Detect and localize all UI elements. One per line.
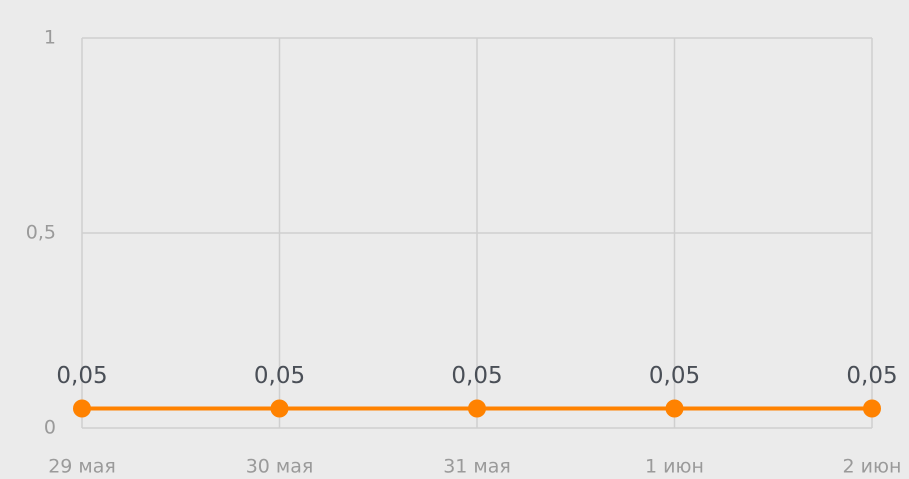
data-label: 0,05 (254, 363, 305, 389)
point (270, 399, 289, 418)
x-tick-label: 2 июн (843, 456, 902, 478)
x-tick-label: 31 мая (443, 456, 511, 478)
point (468, 399, 486, 418)
y-tick-label: 1 (44, 27, 56, 49)
data-label: 0,05 (846, 363, 897, 389)
x-tick-label: 30 мая (246, 456, 314, 478)
x-tick-label: 1 июн (645, 456, 704, 478)
point (73, 399, 91, 418)
point (665, 399, 684, 418)
data-label: 0,05 (451, 363, 502, 389)
y-tick-label: 0 (44, 417, 56, 439)
data-label: 0,05 (649, 363, 700, 389)
x-tick-label: 29 мая (48, 456, 116, 478)
y-tick-label: 0,5 (26, 222, 56, 244)
point (863, 399, 881, 418)
data-label: 0,05 (56, 363, 107, 389)
